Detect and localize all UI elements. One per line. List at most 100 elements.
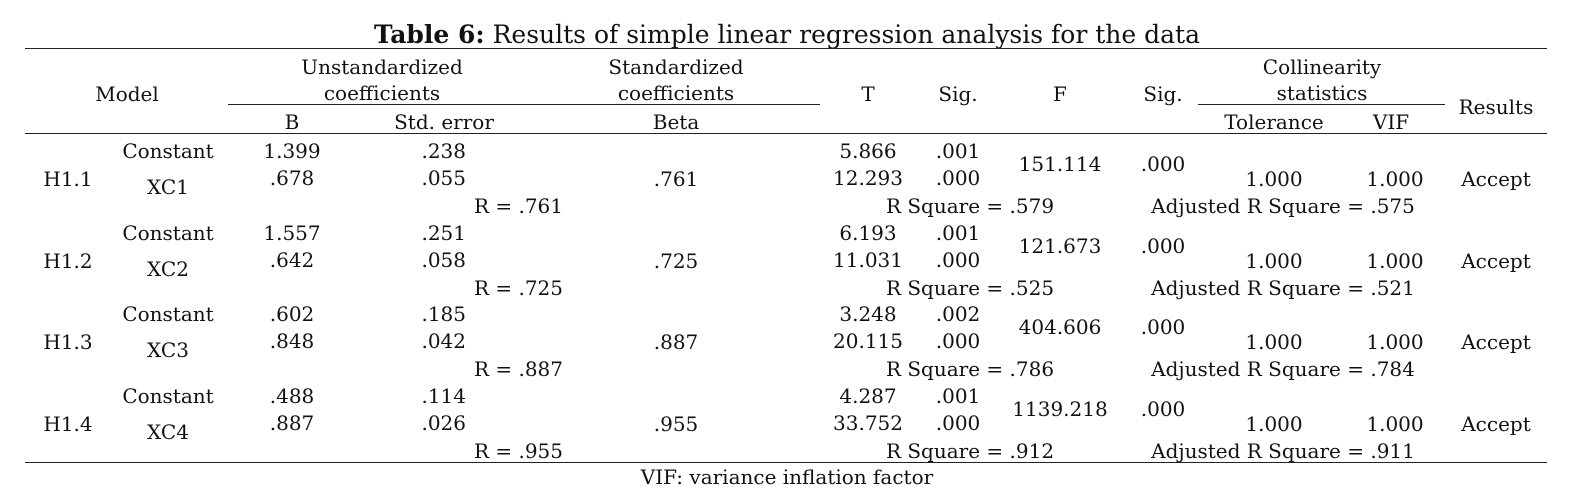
cell-r: R = .761 [473,194,563,218]
table-title-label: Table 6: [374,20,485,49]
header-sig-2: Sig. [1143,82,1183,106]
cell-b-const: .602 [269,302,315,326]
header-t: T [861,82,875,106]
header-std-line2: coefficients [617,81,735,105]
cell-t-var: 11.031 [833,248,903,272]
cell-f-sig: .000 [1140,234,1186,258]
cell-b-var: .642 [269,248,315,272]
cell-var: XC4 [147,420,189,444]
cell-adj-r-square: Adjusted R Square = .521 [1151,276,1415,300]
cell-result: Accept [1461,167,1531,191]
cell-t-const: 6.193 [839,221,897,245]
cell-se-const: .114 [421,384,466,408]
cell-b-var: .848 [269,329,315,353]
cell-r: R = .887 [473,357,563,381]
header-std-error: Std. error [394,110,494,134]
cell-var: XC1 [147,175,189,199]
cell-model: H1.1 [43,167,93,191]
cell-t-var: 33.752 [833,411,903,435]
cell-beta: .955 [653,412,699,436]
header-f: F [1053,82,1067,106]
header-vif: VIF [1372,110,1410,134]
header-sig-1: Sig. [938,82,978,106]
cell-f: 121.673 [1018,234,1102,258]
cell-tolerance: 1.000 [1245,167,1303,191]
header-std-line1: Standardized [608,55,744,79]
cell-r: R = .725 [473,276,563,300]
cell-t-var: 12.293 [833,166,903,190]
cell-constant: Constant [122,221,214,245]
cell-r-square: R Square = .786 [885,357,1055,381]
cell-b-var: .887 [269,411,315,435]
cell-sig-const: .001 [935,139,981,163]
cell-result: Accept [1461,249,1531,273]
coll-rule [1198,104,1445,105]
header-unstd-line1: Unstandardized [301,55,463,79]
top-rule [25,48,1547,49]
cell-se-const: .238 [421,139,466,163]
cell-se-const: .251 [421,221,466,245]
cell-f-sig: .000 [1140,315,1186,339]
cell-vif: 1.000 [1366,167,1424,191]
cell-b-var: .678 [269,166,315,190]
bottom-rule [25,462,1547,463]
cell-t-const: 4.287 [839,384,897,408]
cell-f: 1139.218 [1012,397,1108,421]
cell-adj-r-square: Adjusted R Square = .784 [1151,357,1415,381]
cell-sig-var: .000 [935,411,981,435]
cell-b-const: .488 [269,384,315,408]
cell-vif: 1.000 [1366,330,1424,354]
cell-se-const: .185 [421,302,466,326]
cell-constant: Constant [122,384,214,408]
cell-beta: .761 [653,167,699,191]
cell-model: H1.4 [43,412,93,436]
table-title: Table 6: Results of simple linear regres… [374,22,1200,47]
cell-sig-var: .000 [935,329,981,353]
std-rule [532,104,820,105]
header-results: Results [1458,95,1534,119]
cell-result: Accept [1461,412,1531,436]
cell-vif: 1.000 [1366,412,1424,436]
cell-b-const: 1.557 [263,221,321,245]
cell-se-var: .026 [421,411,466,435]
cell-tolerance: 1.000 [1245,330,1303,354]
cell-r-square: R Square = .912 [885,439,1055,463]
header-b: B [284,110,300,134]
cell-se-var: .055 [421,166,466,190]
cell-adj-r-square: Adjusted R Square = .911 [1151,439,1415,463]
cell-f: 404.606 [1018,315,1102,339]
cell-r: R = .955 [473,439,563,463]
cell-f-sig: .000 [1140,397,1186,421]
cell-var: XC2 [147,257,189,281]
cell-t-const: 5.866 [839,139,897,163]
header-coll-line2: statistics [1276,81,1368,105]
cell-constant: Constant [122,139,214,163]
cell-sig-const: .002 [935,302,981,326]
header-coll-line1: Collinearity [1262,55,1382,79]
cell-f-sig: .000 [1140,152,1186,176]
cell-var: XC3 [147,338,189,362]
cell-se-var: .042 [421,329,466,353]
cell-model: H1.2 [43,249,93,273]
cell-b-const: 1.399 [263,139,321,163]
footnote: VIF: variance inflation factor [640,465,934,489]
cell-r-square: R Square = .525 [885,276,1055,300]
cell-t-const: 3.248 [839,302,897,326]
unstd-rule [228,104,532,105]
cell-f: 151.114 [1018,152,1102,176]
cell-sig-var: .000 [935,248,981,272]
cell-beta: .725 [653,249,699,273]
header-beta: Beta [652,110,700,134]
header-rule [25,133,1547,134]
cell-r-square: R Square = .579 [885,194,1055,218]
cell-tolerance: 1.000 [1245,412,1303,436]
header-model: Model [95,82,159,106]
cell-t-var: 20.115 [833,329,903,353]
cell-constant: Constant [122,302,214,326]
cell-beta: .887 [653,330,699,354]
cell-sig-var: .000 [935,166,981,190]
cell-vif: 1.000 [1366,249,1424,273]
cell-result: Accept [1461,330,1531,354]
cell-tolerance: 1.000 [1245,249,1303,273]
cell-adj-r-square: Adjusted R Square = .575 [1151,194,1415,218]
